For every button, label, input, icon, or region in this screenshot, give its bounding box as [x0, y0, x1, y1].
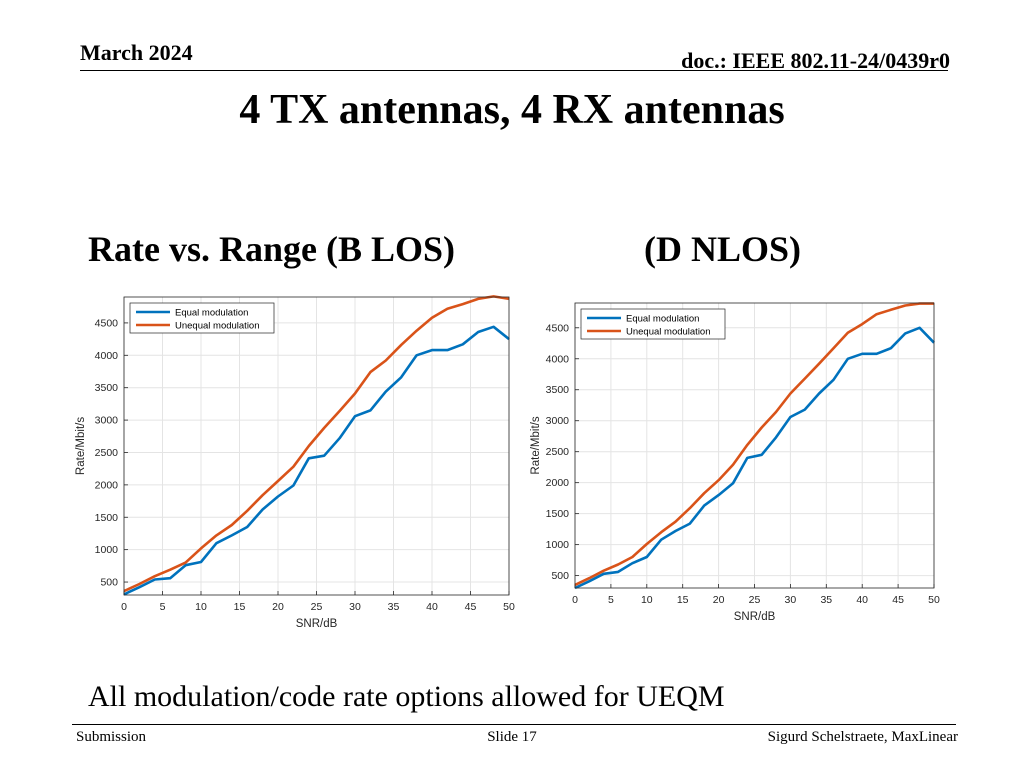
note-text: All modulation/code rate options allowed… — [88, 680, 725, 713]
y-tick-label: 2500 — [95, 447, 119, 459]
x-axis-label: SNR/dB — [296, 618, 338, 630]
x-axis-label: SNR/dB — [734, 611, 776, 623]
subtitle-left: Rate vs. Range (B LOS) — [88, 229, 455, 269]
y-tick-label: 2500 — [546, 446, 570, 458]
header-date: March 2024 — [80, 40, 193, 65]
y-tick-label: 3000 — [95, 415, 119, 427]
header-doc-id: doc.: IEEE 802.11-24/0439r0 — [681, 48, 950, 73]
legend-label: Unequal modulation — [626, 327, 711, 338]
legend-box — [580, 308, 726, 340]
x-tick-label: 5 — [608, 594, 614, 606]
x-tick-label: 5 — [160, 601, 166, 613]
x-tick-label: 50 — [928, 594, 940, 606]
x-tick-label: 35 — [820, 594, 832, 606]
y-tick-label: 2000 — [95, 479, 119, 491]
y-tick-label: 4500 — [95, 317, 119, 329]
y-tick-label: 1000 — [546, 539, 570, 551]
y-tick-label: 500 — [100, 577, 118, 589]
x-tick-label: 20 — [272, 601, 284, 613]
x-tick-label: 40 — [426, 601, 438, 613]
x-tick-label: 45 — [892, 594, 904, 606]
x-tick-label: 40 — [856, 594, 868, 606]
x-tick-label: 45 — [465, 601, 477, 613]
footer-author: Sigurd Schelstraete, MaxLinear — [767, 729, 958, 745]
y-tick-label: 4000 — [546, 353, 570, 365]
legend-label: Equal modulation — [626, 314, 699, 325]
footer-slide-number: Slide 17 — [487, 729, 537, 745]
y-tick-label: 2000 — [546, 477, 570, 489]
y-axis-label: Rate/Mbit/s — [75, 417, 87, 475]
series-line-unequal — [123, 295, 510, 593]
legend-label: Equal modulation — [175, 308, 248, 319]
y-tick-label: 4000 — [95, 350, 119, 362]
chart-d-nlos: 0 5 10 15 20 25 30 35 40 45 50 500 1000 1500 2000 2500 3… — [530, 302, 940, 623]
x-tick-label: 25 — [311, 601, 323, 613]
y-tick-label: 3500 — [546, 384, 570, 396]
x-tick-label: 30 — [349, 601, 361, 613]
series-line-unequal — [574, 302, 934, 587]
chart-b-los: 0 5 10 15 20 25 30 35 40 45 50 500 1000 1500 2000 2500 3… — [75, 295, 515, 630]
y-tick-label: 4500 — [546, 322, 570, 334]
x-tick-label: 10 — [195, 601, 207, 613]
y-tick-label: 500 — [551, 570, 569, 582]
footer-submission: Submission — [76, 729, 147, 745]
slide-title: 4 TX antennas, 4 RX antennas — [239, 87, 785, 133]
x-tick-label: 10 — [641, 594, 653, 606]
y-tick-label: 3000 — [546, 415, 570, 427]
subtitle-right: (D NLOS) — [644, 229, 802, 269]
legend-box — [129, 302, 275, 334]
x-tick-label: 35 — [388, 601, 400, 613]
x-tick-label: 15 — [677, 594, 689, 606]
header-divider — [80, 70, 948, 71]
y-tick-label: 1500 — [95, 512, 119, 524]
y-tick-label: 1500 — [546, 508, 570, 520]
y-tick-label: 1000 — [95, 544, 119, 556]
legend-label: Unequal modulation — [175, 321, 260, 332]
x-tick-label: 0 — [121, 601, 127, 613]
y-axis-label: Rate/Mbit/s — [530, 416, 542, 474]
y-tick-label: 3500 — [95, 382, 119, 394]
footer-divider — [72, 724, 956, 725]
x-tick-label: 0 — [572, 594, 578, 606]
series-line-equal — [123, 325, 510, 596]
series-line-equal — [574, 326, 935, 590]
x-tick-label: 20 — [713, 594, 725, 606]
x-tick-label: 15 — [234, 601, 246, 613]
x-tick-label: 25 — [749, 594, 761, 606]
x-tick-label: 50 — [503, 601, 515, 613]
x-tick-label: 30 — [785, 594, 797, 606]
